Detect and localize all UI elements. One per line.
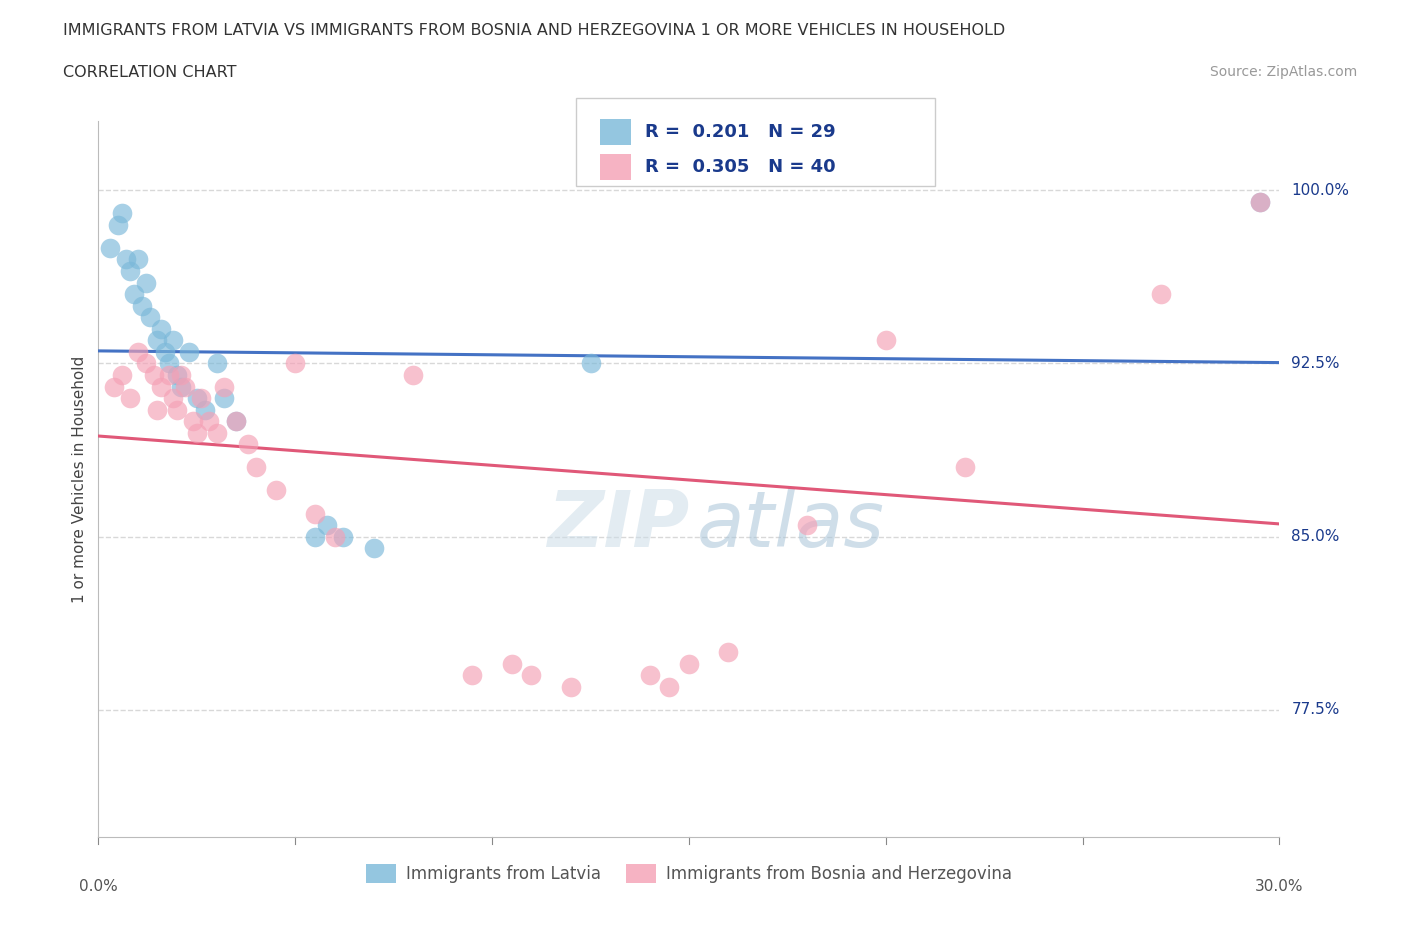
Point xyxy=(225,414,247,429)
Point xyxy=(214,391,236,405)
Point xyxy=(186,425,208,440)
Point xyxy=(111,367,134,382)
Legend: Immigrants from Latvia, Immigrants from Bosnia and Herzegovina: Immigrants from Latvia, Immigrants from … xyxy=(360,857,1018,889)
Point xyxy=(111,206,134,220)
Point xyxy=(166,367,188,382)
Text: 92.5%: 92.5% xyxy=(1291,356,1340,371)
Point xyxy=(127,344,149,359)
Text: 30.0%: 30.0% xyxy=(1256,879,1303,894)
Point xyxy=(323,529,346,544)
Point xyxy=(170,379,193,394)
Point xyxy=(315,518,337,533)
Point xyxy=(205,356,228,371)
Point xyxy=(638,668,661,683)
Text: atlas: atlas xyxy=(697,487,884,564)
Point xyxy=(103,379,125,394)
Point xyxy=(658,680,681,695)
Point xyxy=(162,333,184,348)
Point xyxy=(118,391,141,405)
Point xyxy=(181,414,204,429)
Point xyxy=(1249,194,1271,209)
Point xyxy=(186,391,208,405)
Point xyxy=(162,391,184,405)
Text: ZIP: ZIP xyxy=(547,487,689,564)
Text: CORRELATION CHART: CORRELATION CHART xyxy=(63,65,236,80)
Y-axis label: 1 or more Vehicles in Household: 1 or more Vehicles in Household xyxy=(72,355,87,603)
Point xyxy=(501,657,523,671)
Point xyxy=(796,518,818,533)
Point xyxy=(174,379,197,394)
Point xyxy=(245,460,267,475)
Point xyxy=(146,402,169,417)
Point xyxy=(142,367,165,382)
Point xyxy=(1249,194,1271,209)
Point xyxy=(138,310,160,325)
Point xyxy=(131,299,153,313)
Point xyxy=(678,657,700,671)
Text: 85.0%: 85.0% xyxy=(1291,529,1340,544)
Point xyxy=(122,286,145,301)
Point xyxy=(194,402,217,417)
Point xyxy=(107,218,129,232)
Point xyxy=(520,668,543,683)
Point xyxy=(717,644,740,659)
Point xyxy=(304,529,326,544)
Point xyxy=(236,437,259,452)
Point xyxy=(225,414,247,429)
Point xyxy=(264,483,287,498)
Point xyxy=(205,425,228,440)
Point xyxy=(155,344,177,359)
Point xyxy=(170,367,193,382)
Point xyxy=(157,356,180,371)
Point xyxy=(166,402,188,417)
Point xyxy=(214,379,236,394)
Point xyxy=(304,506,326,521)
Text: IMMIGRANTS FROM LATVIA VS IMMIGRANTS FROM BOSNIA AND HERZEGOVINA 1 OR MORE VEHIC: IMMIGRANTS FROM LATVIA VS IMMIGRANTS FRO… xyxy=(63,23,1005,38)
Point xyxy=(332,529,354,544)
Text: Source: ZipAtlas.com: Source: ZipAtlas.com xyxy=(1209,65,1357,79)
Text: R =  0.305   N = 40: R = 0.305 N = 40 xyxy=(645,158,837,176)
Text: 100.0%: 100.0% xyxy=(1291,182,1350,198)
Point xyxy=(1150,286,1173,301)
Point xyxy=(284,356,307,371)
Text: R =  0.201   N = 29: R = 0.201 N = 29 xyxy=(645,124,837,141)
Point xyxy=(197,414,219,429)
Point xyxy=(875,333,897,348)
Text: 0.0%: 0.0% xyxy=(79,879,118,894)
Point xyxy=(402,367,425,382)
Point xyxy=(190,391,212,405)
Point xyxy=(560,680,582,695)
Point xyxy=(150,322,173,337)
Point xyxy=(363,541,385,556)
Point xyxy=(127,252,149,267)
Point xyxy=(115,252,138,267)
Point xyxy=(579,356,602,371)
Point xyxy=(98,241,121,256)
Point xyxy=(150,379,173,394)
Point xyxy=(461,668,484,683)
Text: 77.5%: 77.5% xyxy=(1291,702,1340,717)
Point xyxy=(146,333,169,348)
Point xyxy=(177,344,200,359)
Point xyxy=(953,460,976,475)
Point xyxy=(118,263,141,278)
Point xyxy=(135,356,157,371)
Point xyxy=(135,275,157,290)
Point xyxy=(157,367,180,382)
